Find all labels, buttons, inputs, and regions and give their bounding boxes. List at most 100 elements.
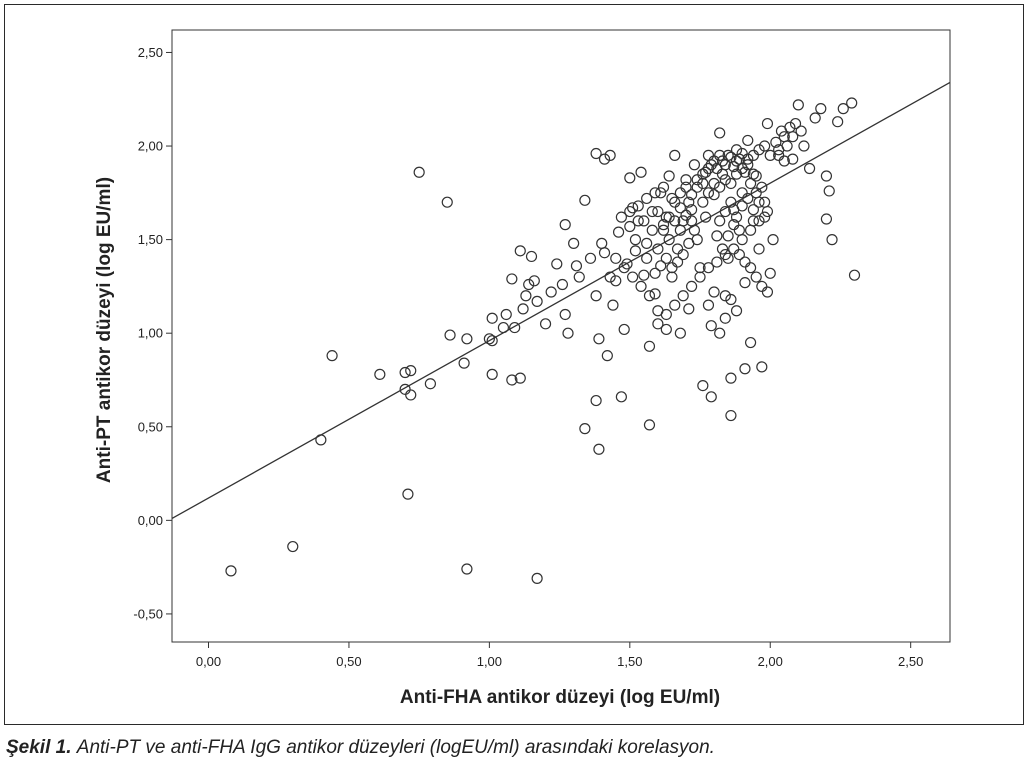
data-point bbox=[584, 252, 597, 264]
data-point bbox=[767, 234, 779, 246]
data-point bbox=[514, 372, 526, 384]
data-point bbox=[714, 127, 726, 139]
data-point bbox=[660, 323, 672, 336]
data-point bbox=[792, 99, 804, 111]
data-point bbox=[652, 243, 664, 255]
data-point bbox=[697, 177, 709, 190]
data-point bbox=[719, 312, 731, 324]
data-point bbox=[596, 237, 608, 249]
data-point bbox=[671, 256, 684, 268]
data-point bbox=[674, 187, 686, 199]
data-point bbox=[666, 262, 678, 274]
data-point bbox=[643, 340, 656, 352]
data-point bbox=[657, 181, 670, 193]
data-point bbox=[666, 271, 678, 283]
data-point bbox=[736, 234, 748, 246]
data-point bbox=[506, 273, 518, 285]
data-point bbox=[736, 200, 748, 212]
data-point bbox=[629, 245, 642, 257]
x-tick-label: 2,00 bbox=[758, 654, 783, 669]
data-point bbox=[601, 350, 613, 362]
data-point bbox=[646, 205, 658, 218]
data-point bbox=[798, 140, 810, 152]
data-point bbox=[733, 224, 745, 236]
data-point bbox=[686, 204, 698, 216]
scatter-chart: -0,50 0,00 0,50 1,00 1,50 2,00 2,50 0,00 0,50 1,0… bbox=[94, 29, 951, 708]
data-point bbox=[604, 149, 616, 161]
data-point bbox=[711, 256, 723, 268]
data-point bbox=[700, 211, 712, 223]
data-point bbox=[500, 308, 512, 321]
data-point bbox=[730, 144, 743, 156]
data-point bbox=[649, 288, 661, 300]
data-point bbox=[837, 103, 849, 115]
data-point bbox=[686, 280, 698, 293]
data-point bbox=[744, 224, 757, 236]
data-point bbox=[775, 125, 788, 137]
data-point bbox=[539, 318, 552, 330]
data-point bbox=[694, 271, 706, 283]
data-point bbox=[643, 419, 656, 431]
data-point bbox=[683, 303, 695, 315]
data-point bbox=[612, 226, 625, 238]
data-point bbox=[770, 136, 782, 148]
data-point bbox=[657, 224, 670, 236]
data-point bbox=[764, 267, 776, 279]
data-point bbox=[753, 196, 765, 208]
data-point bbox=[663, 211, 675, 223]
data-point bbox=[399, 366, 411, 379]
data-point bbox=[809, 112, 821, 124]
data-point bbox=[607, 299, 619, 311]
data-point bbox=[714, 327, 726, 339]
data-point bbox=[744, 336, 757, 349]
data-point bbox=[405, 365, 417, 377]
data-point bbox=[750, 170, 762, 182]
data-point bbox=[486, 335, 498, 347]
data-point bbox=[761, 205, 774, 218]
x-tick-label: 0,50 bbox=[336, 654, 361, 669]
data-point bbox=[725, 372, 737, 384]
data-point bbox=[568, 237, 580, 249]
data-point bbox=[590, 290, 602, 302]
data-point bbox=[756, 280, 768, 293]
data-point bbox=[674, 327, 686, 339]
data-point bbox=[753, 215, 765, 227]
data-point bbox=[523, 278, 535, 291]
data-point bbox=[655, 260, 667, 272]
x-tick-label: 1,50 bbox=[617, 654, 642, 669]
data-point bbox=[730, 168, 743, 180]
x-tick-label: 0,00 bbox=[196, 654, 221, 669]
data-point bbox=[497, 321, 510, 334]
data-point bbox=[610, 252, 622, 264]
data-point bbox=[716, 243, 729, 255]
data-point bbox=[444, 329, 456, 341]
data-point bbox=[697, 196, 709, 208]
data-point bbox=[402, 488, 414, 500]
data-point bbox=[646, 224, 658, 236]
y-tick-label: 0,50 bbox=[138, 419, 163, 434]
data-point bbox=[725, 151, 737, 163]
data-point bbox=[697, 168, 709, 180]
data-point bbox=[635, 280, 647, 293]
data-point bbox=[635, 166, 647, 178]
data-point bbox=[669, 196, 681, 208]
caption-label: Şekil 1. bbox=[6, 737, 72, 758]
data-point bbox=[652, 318, 664, 330]
data-point bbox=[778, 155, 790, 167]
data-point bbox=[680, 181, 692, 193]
data-point bbox=[655, 187, 667, 199]
data-point bbox=[719, 159, 731, 171]
data-point bbox=[688, 159, 701, 171]
data-point bbox=[728, 219, 740, 231]
data-point bbox=[509, 321, 521, 334]
data-point bbox=[618, 262, 630, 274]
data-point bbox=[579, 194, 591, 206]
data-point bbox=[756, 361, 768, 373]
data-point bbox=[759, 196, 771, 208]
data-point bbox=[669, 299, 681, 311]
data-point bbox=[627, 202, 639, 214]
data-point bbox=[750, 271, 762, 283]
figure-frame bbox=[4, 4, 1024, 725]
data-point bbox=[641, 252, 653, 264]
data-point bbox=[624, 205, 636, 218]
